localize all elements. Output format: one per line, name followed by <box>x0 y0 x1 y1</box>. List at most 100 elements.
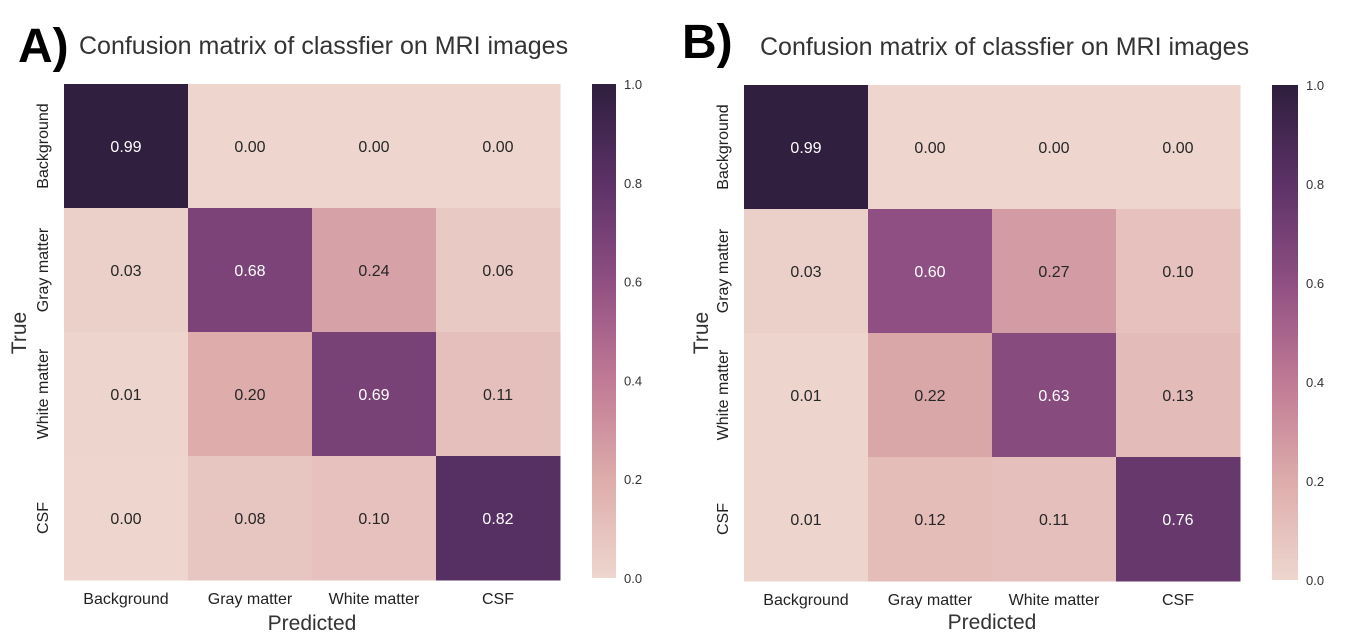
cell-value-label: 0.22 <box>914 388 945 405</box>
colorbar-tick-label: 1.0 <box>624 77 642 92</box>
cell-value-label: 0.82 <box>482 511 513 528</box>
cell-value-label: 0.10 <box>1162 264 1193 281</box>
x-tick-label: Gray matter <box>888 592 973 609</box>
cell-value-label: 0.99 <box>110 139 141 156</box>
y-tick-label: Gray matter <box>715 228 732 313</box>
colorbar-tick-label: 0.4 <box>1306 375 1324 390</box>
panel-a-label: A) <box>18 20 69 73</box>
heatmap-cell <box>188 84 313 209</box>
cell-value-label: 0.00 <box>482 139 513 156</box>
colorbar-tick-label: 0.6 <box>1306 276 1324 291</box>
cell-value-label: 0.24 <box>358 263 389 280</box>
heatmap-cell <box>64 84 189 209</box>
y-tick-label: White matter <box>35 348 52 439</box>
colorbar-tick-label: 1.0 <box>1306 78 1324 93</box>
panel-b-colorbar: 0.0 0.2 0.4 0.6 0.8 1.0 <box>1272 78 1324 588</box>
cell-value-label: 0.10 <box>358 511 389 528</box>
y-tick-label: White matter <box>715 349 732 440</box>
colorbar-bar <box>1272 85 1298 580</box>
cell-value-label: 0.03 <box>790 264 821 281</box>
cell-value-label: 0.00 <box>1038 140 1069 157</box>
colorbar-tick-label: 0.6 <box>624 275 642 290</box>
y-tick-label: CSF <box>715 503 732 535</box>
cell-value-label: 0.01 <box>110 387 141 404</box>
cell-value-label: 0.08 <box>234 511 265 528</box>
heatmap-cell <box>1116 333 1241 458</box>
cell-value-label: 0.12 <box>914 512 945 529</box>
heatmap-cell <box>64 208 189 333</box>
panel-b-y-label: True <box>690 312 713 354</box>
panel-a: A) Confusion matrix of classfier on MRI … <box>8 20 642 635</box>
cell-value-label: 0.00 <box>358 139 389 156</box>
panel-b-x-ticks: Background Gray matter White matter CSF <box>763 592 1194 609</box>
panel-a-colorbar: 0.0 0.2 0.4 0.6 0.8 1.0 <box>592 77 642 586</box>
heatmap-cell <box>436 456 561 581</box>
x-tick-label: Gray matter <box>208 591 293 608</box>
heatmap-cell <box>436 208 561 333</box>
heatmap-cell <box>312 456 437 581</box>
colorbar-tick-label: 0.2 <box>1306 474 1324 489</box>
x-tick-label: Background <box>763 592 848 609</box>
colorbar-tick-label: 0.0 <box>1306 573 1324 588</box>
cell-value-label: 0.03 <box>110 263 141 280</box>
cell-value-label: 0.11 <box>483 387 513 404</box>
heatmap-cell <box>312 332 437 457</box>
y-tick-label: Gray matter <box>35 227 52 312</box>
x-tick-label: White matter <box>1009 592 1100 609</box>
cell-value-label: 0.11 <box>1039 512 1069 529</box>
panel-b: B) Confusion matrix of classfier on MRI … <box>682 16 1324 634</box>
panel-a-heatmap: 0.99 0.00 0.00 0.00 0.03 0.68 0.24 0.06 0.01 0.20… <box>64 84 561 581</box>
colorbar-bar <box>592 84 616 578</box>
heatmap-cell <box>436 332 561 457</box>
heatmap-cell <box>744 457 869 582</box>
panel-b-label: B) <box>682 16 733 69</box>
panel-b-x-label: Predicted <box>948 611 1037 634</box>
x-tick-label: White matter <box>329 591 420 608</box>
heatmap-cell <box>188 332 313 457</box>
cell-value-label: 0.63 <box>1038 388 1069 405</box>
panel-a-x-ticks: Background Gray matter White matter CSF <box>83 591 514 608</box>
cell-value-label: 0.60 <box>914 264 945 281</box>
heatmap-cell <box>868 457 993 582</box>
heatmap-cell <box>992 457 1117 582</box>
y-tick-label: Background <box>715 104 732 189</box>
cell-value-label: 0.00 <box>1162 140 1193 157</box>
colorbar-tick-label: 0.8 <box>624 176 642 191</box>
panel-b-heatmap: 0.99 0.00 0.00 0.00 0.03 0.60 0.27 0.10 0.01 0.22… <box>744 85 1241 582</box>
colorbar-tick-label: 0.4 <box>624 373 642 388</box>
y-tick-label: CSF <box>35 502 52 534</box>
heatmap-cell <box>868 209 993 334</box>
cell-value-label: 0.27 <box>1038 264 1069 281</box>
colorbar-tick-label: 0.0 <box>624 571 642 586</box>
heatmap-cell <box>992 85 1117 210</box>
heatmap-cell <box>1116 457 1241 582</box>
heatmap-cell <box>64 456 189 581</box>
cell-value-label: 0.68 <box>234 263 265 280</box>
heatmap-cell <box>744 333 869 458</box>
x-tick-label: CSF <box>1162 592 1194 609</box>
heatmap-cell <box>744 209 869 334</box>
heatmap-cell <box>992 209 1117 334</box>
panel-a-title: Confusion matrix of classfier on MRI ima… <box>79 32 568 60</box>
cell-value-label: 0.01 <box>790 388 821 405</box>
heatmap-cell <box>992 333 1117 458</box>
heatmap-cell <box>64 332 189 457</box>
heatmap-cell <box>312 208 437 333</box>
panel-a-x-label: Predicted <box>268 612 357 635</box>
heatmap-cell <box>1116 209 1241 334</box>
cell-value-label: 0.20 <box>234 387 265 404</box>
cell-value-label: 0.00 <box>914 140 945 157</box>
heatmap-cell <box>744 85 869 210</box>
cell-value-label: 0.01 <box>790 512 821 529</box>
heatmap-cell <box>868 333 993 458</box>
y-tick-label: Background <box>35 103 52 188</box>
cell-value-label: 0.00 <box>110 511 141 528</box>
panel-a-y-ticks: Background Gray matter White matter CSF <box>35 103 52 534</box>
panel-b-title: Confusion matrix of classfier on MRI ima… <box>760 33 1249 61</box>
x-tick-label: CSF <box>482 591 514 608</box>
cell-value-label: 0.06 <box>482 263 513 280</box>
heatmap-cell <box>188 456 313 581</box>
cell-value-label: 0.13 <box>1162 388 1193 405</box>
x-tick-label: Background <box>83 591 168 608</box>
cell-value-label: 0.99 <box>790 140 821 157</box>
